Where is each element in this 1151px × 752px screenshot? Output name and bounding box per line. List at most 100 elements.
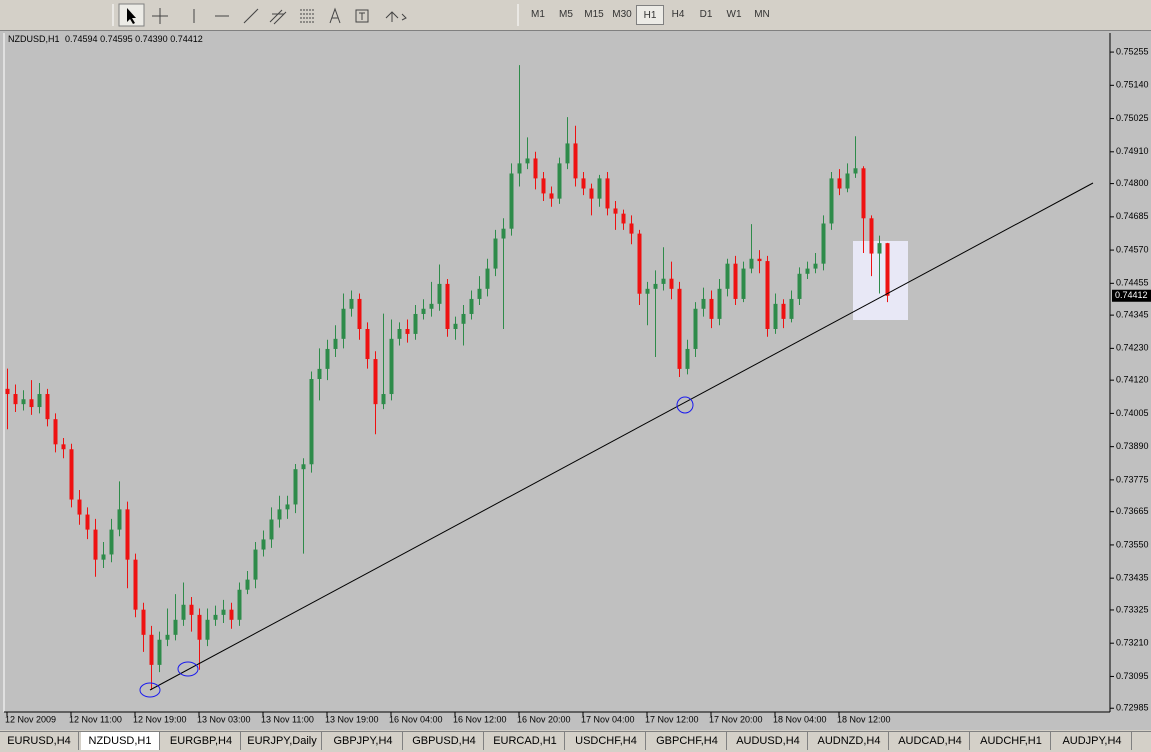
open-label: 0.74594 — [65, 34, 98, 44]
candle-body — [325, 348, 330, 369]
candle-body — [77, 499, 82, 515]
symbol-tab[interactable]: AUDUSD,H4 — [729, 732, 808, 750]
candle-body — [117, 509, 122, 530]
candle-body — [485, 268, 490, 289]
candle-body — [605, 178, 610, 209]
candle-body — [237, 589, 242, 620]
timeframe-button[interactable]: W1 — [726, 9, 742, 20]
trendline-icon[interactable] — [243, 8, 259, 24]
candle-body — [813, 263, 818, 269]
candle-body — [29, 399, 34, 408]
symbol-tab[interactable]: GBPCHF,H4 — [648, 732, 727, 750]
candle-body — [405, 328, 410, 334]
y-tick-label: 0.75140 — [1116, 80, 1149, 90]
candle-body — [125, 509, 130, 560]
timeframe-button[interactable]: M30 — [612, 9, 632, 20]
candle-body — [477, 288, 482, 299]
x-tick-label: 17 Nov 04:00 — [581, 714, 635, 724]
candle-body — [869, 218, 874, 254]
candle-body — [389, 338, 394, 395]
timeframe-button[interactable]: H1 — [636, 5, 664, 25]
candle-body — [645, 288, 650, 294]
symbol-tab[interactable]: EURUSD,H4 — [0, 732, 79, 750]
candle-body — [581, 178, 586, 189]
y-tick-label: 0.75255 — [1116, 46, 1149, 56]
timeframe-button[interactable]: M1 — [531, 9, 545, 20]
y-tick-label: 0.72985 — [1116, 703, 1149, 713]
candle-body — [853, 168, 858, 174]
timeframe-button[interactable]: M5 — [559, 9, 573, 20]
y-tick-label: 0.73325 — [1116, 604, 1149, 614]
symbol-tab[interactable]: USDCHF,H4 — [567, 732, 646, 750]
candle-body — [205, 619, 210, 640]
x-tick-label: 17 Nov 12:00 — [645, 714, 699, 724]
tool-icons — [112, 3, 519, 27]
timeframe-button[interactable]: H4 — [671, 9, 685, 20]
x-tick-label: 18 Nov 12:00 — [837, 714, 891, 724]
label-icon[interactable] — [355, 9, 369, 23]
price-marker — [1112, 289, 1151, 302]
y-tick-label: 0.74120 — [1116, 375, 1149, 385]
candle-body — [749, 258, 754, 269]
candle-body — [189, 604, 194, 615]
x-tick-label: 16 Nov 12:00 — [453, 714, 507, 724]
x-tick-label: 12 Nov 11:00 — [69, 714, 122, 724]
y-tick-label: 0.73550 — [1116, 539, 1149, 549]
price-marker-label: 0.74412 — [1115, 290, 1148, 300]
y-tick-label: 0.74910 — [1116, 146, 1149, 156]
arrows-icon[interactable] — [385, 11, 407, 22]
symbol-tab[interactable]: EURCAD,H1 — [486, 732, 565, 750]
channel-icon[interactable] — [269, 9, 287, 25]
symbol-tab[interactable]: AUDCHF,H1 — [972, 732, 1051, 750]
candle-body — [573, 143, 578, 179]
text-icon[interactable] — [329, 7, 341, 24]
candle-body — [525, 158, 530, 164]
symbol-tab[interactable]: GBPUSD,H4 — [405, 732, 484, 750]
candle-body — [861, 168, 866, 219]
candle-body — [805, 268, 810, 274]
y-tick-label: 0.74345 — [1116, 309, 1149, 319]
symbol-tab[interactable]: AUDNZD,H4 — [810, 732, 889, 750]
x-tick-label: 13 Nov 11:00 — [261, 714, 314, 724]
candle-body — [725, 263, 730, 289]
candle-body — [589, 188, 594, 199]
symbol-tab[interactable]: EURJPY,Daily — [243, 732, 322, 750]
symbol-tab[interactable]: EURGBP,H4 — [162, 732, 241, 750]
timeframe-button[interactable]: MN — [754, 9, 770, 20]
candle-body — [757, 258, 762, 262]
candle-body — [501, 228, 506, 239]
candle-body — [781, 303, 786, 319]
x-tick-label: 13 Nov 03:00 — [197, 714, 251, 724]
candle-body — [493, 238, 498, 269]
candle-body — [773, 303, 778, 329]
candle-body — [429, 303, 434, 309]
touch-circle — [139, 682, 161, 698]
timeframe-button[interactable]: M15 — [584, 9, 604, 20]
candle-body — [637, 233, 642, 294]
crosshair-icon[interactable] — [152, 8, 168, 24]
candle-body — [597, 178, 602, 199]
candle-body — [741, 268, 746, 299]
candle-body — [357, 298, 362, 329]
x-tick-label: 18 Nov 04:00 — [773, 714, 827, 724]
candle-body — [69, 449, 74, 500]
fibo-icon[interactable] — [300, 9, 314, 23]
x-tick-label: 12 Nov 19:00 — [133, 714, 187, 724]
candle-body — [613, 208, 618, 214]
candle-body — [469, 298, 474, 314]
x-tick-label: 12 Nov 2009 — [5, 714, 56, 724]
y-tick-label: 0.73210 — [1116, 638, 1149, 648]
candle-body — [829, 178, 834, 224]
symbol-tab[interactable]: AUDJPY,H4 — [1053, 732, 1132, 750]
symbol-tab[interactable]: AUDCAD,H4 — [891, 732, 970, 750]
candle-body — [133, 559, 138, 610]
candle-body — [269, 519, 274, 540]
candle-body — [381, 394, 386, 405]
chart: NZDUSD,H1 0.74594 0.74595 0.74390 0.7441… — [0, 31, 1151, 730]
timeframe-button[interactable]: D1 — [699, 9, 713, 20]
trend-line — [149, 182, 1094, 691]
symbol-tab[interactable]: NZDUSD,H1 — [81, 732, 160, 750]
symbol-tabs: EURUSD,H4 NZDUSD,H1 EURGBP,H4 EURJPY,Daily G… — [0, 731, 1151, 752]
symbol-tab[interactable]: GBPJPY,H4 — [324, 732, 403, 750]
candle-body — [621, 213, 626, 224]
